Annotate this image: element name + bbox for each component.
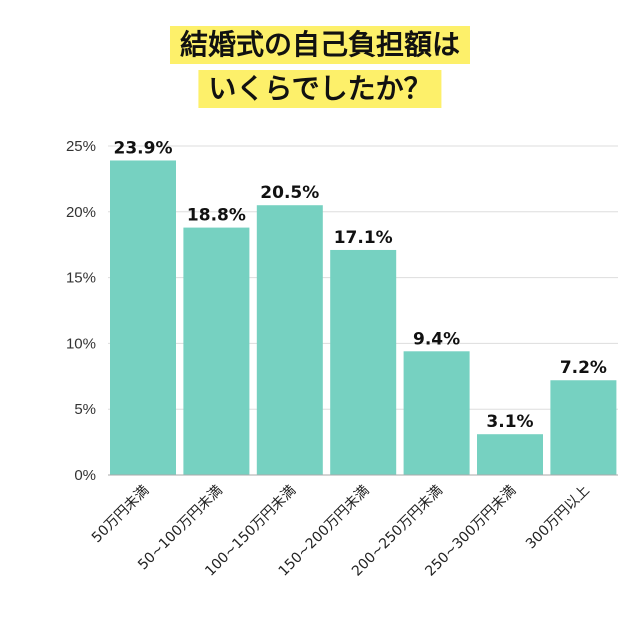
y-tick-label: 15% xyxy=(66,270,96,287)
bar-value-label: 23.9% xyxy=(114,138,173,158)
y-tick-label: 20% xyxy=(66,204,96,221)
y-tick-label: 25% xyxy=(66,138,96,155)
bar xyxy=(550,380,617,475)
bar xyxy=(110,160,176,475)
bar xyxy=(256,205,323,475)
bar xyxy=(330,249,397,475)
bar-value-label: 20.5% xyxy=(260,183,319,203)
x-axis-category-labels: 50万円未満50~100万円未満100~150万円未満150~200万円未満20… xyxy=(89,483,593,580)
chart-title-line-2: いくらでしたか？ xyxy=(198,70,442,108)
bars xyxy=(110,160,617,475)
bar-value-label: 3.1% xyxy=(486,412,533,432)
chart-title-line-1: 結婚式の自己負担額は xyxy=(169,26,471,64)
y-tick-label: 0% xyxy=(74,467,96,484)
y-tick-label: 10% xyxy=(66,335,96,352)
bar-value-label: 17.1% xyxy=(334,228,393,248)
x-category-label: 300万円以上 xyxy=(523,483,593,553)
bar xyxy=(183,227,250,475)
y-axis-ticks: 0% 5% 10% 15% 20% 25% xyxy=(66,138,96,484)
bar-value-label: 9.4% xyxy=(413,329,460,349)
y-tick-label: 5% xyxy=(74,401,96,418)
x-category-label: 50万円未満 xyxy=(89,483,153,547)
bar-value-labels: 23.9% 18.8% 20.5% 17.1% 9.4% 3.1% 7.2% xyxy=(114,138,607,432)
bar-value-label: 7.2% xyxy=(560,358,607,378)
bar-value-label: 18.8% xyxy=(187,206,246,226)
bar xyxy=(477,434,543,475)
bar xyxy=(403,351,470,475)
